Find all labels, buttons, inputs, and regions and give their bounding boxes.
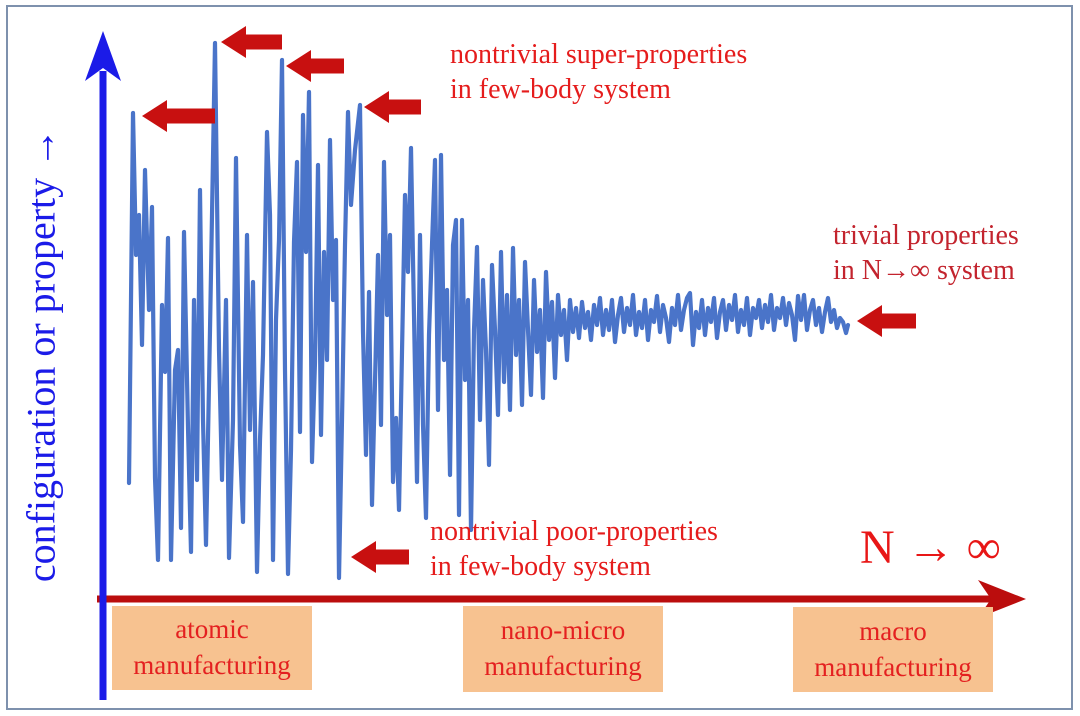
zone-label-line: macro — [859, 615, 927, 646]
zone-label-line: manufacturing — [133, 650, 291, 680]
zone-label-line: manufacturing — [484, 651, 642, 681]
zone-label-line: nano-micro — [500, 615, 626, 646]
zone-atomic-manufacturing: atomic manufacturing — [112, 606, 312, 690]
peak-arrow-2-icon — [221, 26, 282, 58]
zone-macro-manufacturing: macro manufacturing — [793, 607, 993, 692]
y-axis-arrowhead-icon — [85, 31, 121, 81]
zone-nano-micro-manufacturing: nano-micro manufacturing — [463, 606, 663, 692]
annotation-line: nontrivial super-properties — [450, 39, 748, 70]
trivial-arrow-icon — [857, 305, 916, 337]
peak-arrow-1-icon — [142, 100, 215, 132]
zone-label-line: manufacturing — [814, 651, 972, 682]
x-axis-label: N → ∞ — [860, 521, 1001, 574]
peak-arrow-3-icon — [286, 50, 344, 82]
annotation-line: nontrivial poor-properties — [430, 516, 718, 547]
zone-label-line: atomic — [175, 614, 249, 645]
annotation-poor-properties: nontrivial poor-properties in few-body s… — [430, 515, 718, 584]
signal-curve — [126, 40, 851, 581]
annotation-line: in N→∞ system — [833, 254, 1015, 286]
annotation-trivial-properties: trivial properties in N→∞ system — [833, 219, 1019, 288]
annotation-line: in few-body system — [450, 73, 671, 105]
annotation-line: trivial properties — [833, 220, 1019, 251]
annotation-line: in few-body system — [430, 550, 651, 582]
y-axis-label: configuration or property → — [18, 127, 64, 583]
peak-arrow-4-icon — [364, 91, 421, 123]
annotation-super-properties: nontrivial super-properties in few-body … — [450, 38, 747, 107]
trough-arrow-icon — [351, 541, 409, 573]
